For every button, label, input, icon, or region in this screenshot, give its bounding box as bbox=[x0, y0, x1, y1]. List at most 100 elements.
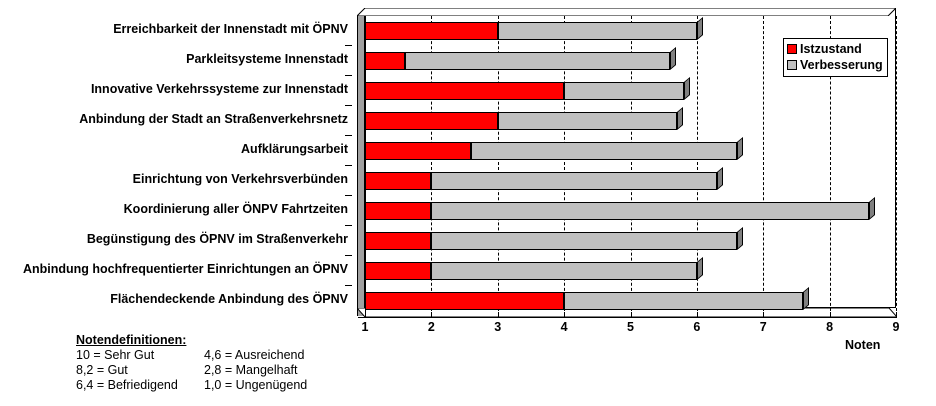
category-axis-tick bbox=[345, 285, 352, 286]
bar-segment-istzustand bbox=[365, 262, 432, 280]
bar-segment-verbesserung bbox=[497, 22, 697, 40]
value-axis: 1 2 3 4 5 6 7 8 9 bbox=[358, 312, 899, 341]
stacked-bar bbox=[365, 76, 690, 100]
category-axis-tick bbox=[345, 45, 352, 46]
bar-end-cap bbox=[676, 106, 683, 130]
grade-definition-item: 4,6 = Ausreichend bbox=[204, 348, 305, 362]
gridline bbox=[431, 16, 433, 316]
bar-segment-verbesserung bbox=[431, 202, 870, 220]
bar-segment-istzustand bbox=[365, 232, 432, 250]
bar-row bbox=[365, 106, 896, 136]
stacked-bar bbox=[365, 106, 683, 130]
category-axis-label: Innovative Verkehrssysteme zur Innenstad… bbox=[90, 82, 348, 96]
bar-segment-verbesserung bbox=[404, 52, 671, 70]
bar-row bbox=[365, 16, 896, 46]
bar-segment-istzustand bbox=[365, 142, 472, 160]
category-axis-label: Anbindung der Stadt an Straßenverkehrsne… bbox=[79, 112, 348, 126]
value-axis-tick-label: 8 bbox=[826, 320, 834, 334]
legend-label-istzustand: Istzustand bbox=[800, 42, 862, 56]
stacked-bar bbox=[365, 46, 677, 70]
value-axis-line bbox=[358, 317, 897, 318]
value-axis-tick-label: 6 bbox=[693, 320, 701, 334]
category-axis-label: Aufklärungsarbeit bbox=[241, 142, 348, 156]
value-axis-title: Noten bbox=[845, 338, 881, 352]
legend-item-verbesserung: Verbesserung bbox=[787, 57, 883, 73]
value-axis-tick bbox=[763, 312, 765, 318]
category-axis-tick bbox=[345, 255, 352, 256]
bar-end-cap bbox=[803, 286, 810, 310]
category-axis-tick bbox=[345, 165, 352, 166]
value-axis-tick bbox=[630, 312, 632, 318]
stacked-bar bbox=[365, 136, 743, 160]
bar-row bbox=[365, 286, 896, 316]
value-axis-tick bbox=[696, 312, 698, 318]
stacked-bar bbox=[365, 286, 810, 310]
bar-segment-verbesserung bbox=[431, 172, 717, 190]
category-axis-tick bbox=[345, 195, 352, 196]
value-axis-tick-label: 3 bbox=[494, 320, 502, 334]
category-axis-tick bbox=[345, 135, 352, 136]
gridline bbox=[497, 16, 499, 316]
bar-row bbox=[365, 166, 896, 196]
plot-depth-left-wall bbox=[357, 16, 365, 316]
bar-end-cap bbox=[736, 136, 743, 160]
bar-segment-verbesserung bbox=[564, 82, 684, 100]
legend-item-istzustand: Istzustand bbox=[787, 41, 883, 57]
category-axis-label: Anbindung hochfrequentierter Einrichtung… bbox=[22, 262, 348, 276]
chart-legend: Istzustand Verbesserung bbox=[783, 38, 888, 77]
bar-row bbox=[365, 226, 896, 256]
legend-label-verbesserung: Verbesserung bbox=[800, 58, 883, 72]
bar-row bbox=[365, 256, 896, 286]
bar-row bbox=[365, 136, 896, 166]
category-axis-label: Koordinierung aller ÖNPV Fahrtzeiten bbox=[123, 202, 348, 216]
value-axis-tick-label: 5 bbox=[627, 320, 634, 334]
bar-segment-istzustand bbox=[365, 112, 498, 130]
value-axis-tick bbox=[365, 312, 366, 318]
bar-end-cap bbox=[683, 76, 690, 100]
grade-definition-item: 6,4 = Befriedigend bbox=[76, 378, 178, 392]
grade-definition-item: 1,0 = Ungenügend bbox=[204, 378, 308, 392]
gridline bbox=[564, 16, 566, 316]
bar-segment-verbesserung bbox=[431, 232, 737, 250]
category-axis: Erreichbarkeit der Innenstadt mit ÖPNV Pa… bbox=[0, 15, 352, 315]
value-axis-tick bbox=[431, 312, 433, 318]
gridline bbox=[896, 16, 897, 316]
bar-end-cap bbox=[696, 16, 703, 40]
category-axis-label: Flächendeckende Anbindung des ÖPNV bbox=[110, 292, 348, 306]
category-axis-label: Parkleitsysteme Innenstadt bbox=[186, 52, 348, 66]
value-axis-baseline bbox=[365, 16, 366, 316]
bar-segment-istzustand bbox=[365, 172, 432, 190]
value-axis-tick bbox=[564, 312, 566, 318]
gridline bbox=[696, 16, 698, 316]
bar-end-cap bbox=[869, 196, 876, 220]
plot-area bbox=[365, 16, 897, 316]
bar-end-cap bbox=[716, 166, 723, 190]
bar-segment-verbesserung bbox=[497, 112, 677, 130]
bar-end-cap bbox=[696, 256, 703, 280]
stacked-bar bbox=[365, 196, 876, 220]
grade-definition-item: 8,2 = Gut bbox=[76, 363, 128, 377]
bar-segment-verbesserung bbox=[431, 262, 697, 280]
grade-definitions-grid: 10 = Sehr Gut 4,6 = Ausreichend 8,2 = Gut 2… bbox=[76, 348, 307, 393]
category-axis-tick bbox=[345, 105, 352, 106]
gridline bbox=[763, 16, 765, 316]
value-axis-tick bbox=[497, 312, 499, 318]
grade-definitions-title: Notendefinitionen: bbox=[76, 333, 187, 347]
bar-end-cap bbox=[670, 46, 677, 70]
legend-swatch-istzustand bbox=[787, 44, 797, 54]
value-axis-tick-label: 9 bbox=[892, 320, 900, 334]
gridline bbox=[829, 16, 831, 316]
bar-row bbox=[365, 196, 896, 226]
bar-segment-verbesserung bbox=[471, 142, 737, 160]
value-axis-tick bbox=[896, 312, 897, 318]
bar-segment-verbesserung bbox=[564, 292, 804, 310]
bar-row bbox=[365, 76, 896, 106]
category-axis-tick bbox=[345, 225, 352, 226]
bar-row bbox=[365, 46, 896, 76]
stacked-bar bbox=[365, 166, 723, 190]
legend-swatch-verbesserung bbox=[787, 60, 797, 70]
grade-definition-item: 2,8 = Mangelhaft bbox=[204, 363, 298, 377]
stacked-bar bbox=[365, 16, 703, 40]
stacked-bar bbox=[365, 226, 743, 250]
